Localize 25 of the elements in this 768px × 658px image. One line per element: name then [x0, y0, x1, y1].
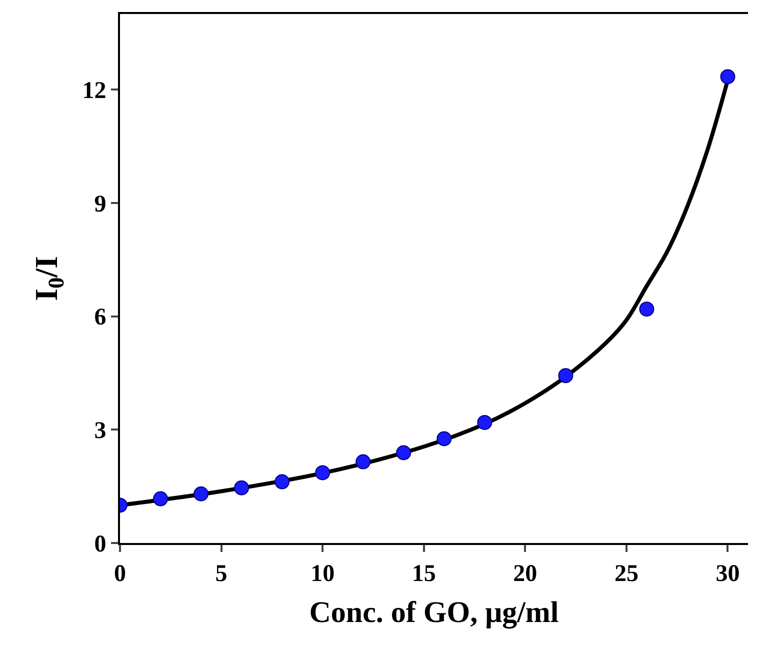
point — [558, 368, 574, 384]
x-axis-title: Conc. of GO, μg/ml — [309, 596, 559, 629]
point — [274, 474, 290, 490]
point — [436, 431, 452, 446]
x-tick-label: 20 — [513, 560, 538, 587]
x-tick-label: 15 — [412, 560, 436, 587]
y-tick-label: 12 — [82, 78, 106, 104]
x-tick-label: 10 — [310, 560, 335, 587]
point — [639, 302, 654, 317]
point — [315, 465, 330, 480]
point — [153, 491, 168, 506]
x-tick-label: 30 — [716, 560, 740, 587]
x-tick-label: 5 — [215, 560, 228, 587]
y-tick-label: 9 — [94, 191, 106, 218]
x-tick-label: 0 — [114, 560, 126, 587]
point — [194, 486, 209, 502]
y-tick-label: 0 — [94, 531, 106, 558]
point — [396, 445, 412, 460]
point — [720, 69, 736, 84]
point — [234, 480, 250, 496]
x-tick-label: 25 — [614, 560, 638, 587]
y-tick-label: 3 — [94, 418, 106, 444]
point — [356, 454, 371, 470]
y-tick-label: 6 — [94, 304, 106, 331]
point — [477, 414, 492, 430]
